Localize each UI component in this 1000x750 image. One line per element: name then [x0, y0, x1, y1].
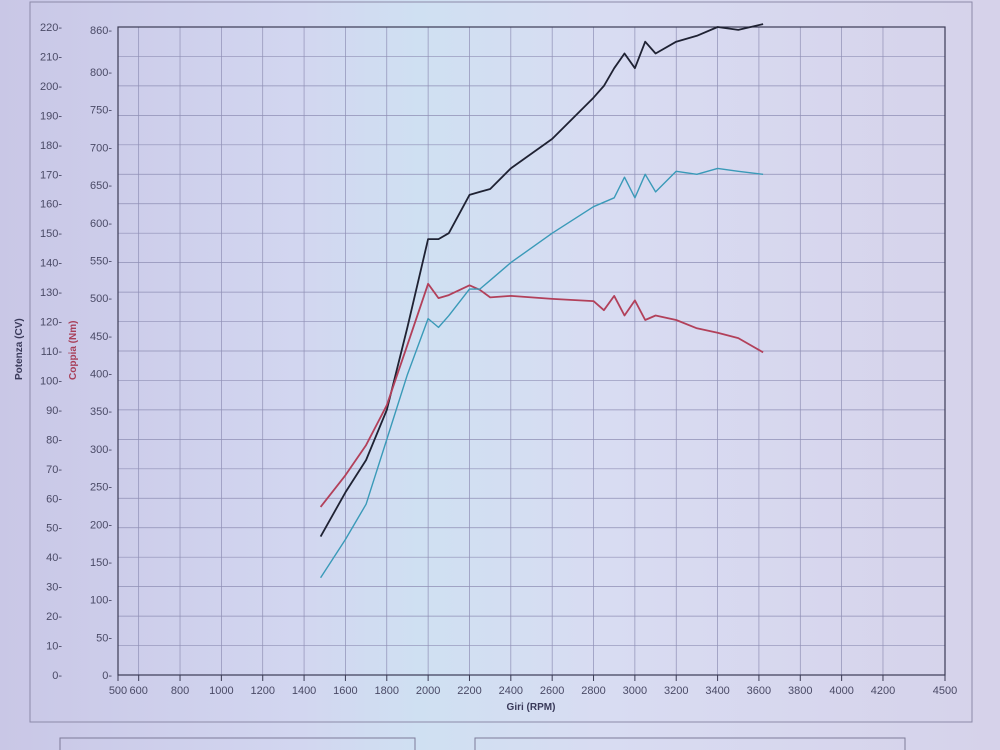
info-box-left [59, 737, 416, 750]
power-tick-label: 90- [46, 405, 62, 417]
torque-tick-label: 350- [90, 406, 112, 418]
power-tick-label: 220- [40, 22, 62, 34]
x-tick-label: 4000 [829, 685, 853, 697]
x-tick-label: 2000 [416, 685, 440, 697]
power-tick-label: 70- [46, 464, 62, 476]
torque-tick-label: 600- [90, 218, 112, 230]
x-tick-label: 1600 [333, 685, 357, 697]
power-tick-label: 170- [40, 169, 62, 181]
torque-tick-label: 750- [90, 105, 112, 117]
series-line-power [319, 23, 764, 538]
torque-tick-label: 860- [90, 25, 112, 37]
torque-tick-label: 550- [90, 255, 112, 267]
power-tick-label: 140- [40, 258, 62, 270]
x-tick-label: 3600 [747, 685, 771, 697]
x-tick-label: 4200 [871, 685, 895, 697]
torque-tick-label: 150- [90, 557, 112, 569]
x-tick-label: 1400 [292, 685, 316, 697]
x-tick-label: 4500 [933, 685, 957, 697]
plot-frame [117, 26, 946, 676]
power-tick-label: 30- [46, 582, 62, 594]
power-tick-label: 10- [46, 641, 62, 653]
torque-tick-label: 300- [90, 444, 112, 456]
x-tick-label: 1800 [375, 685, 399, 697]
x-tick-label: 3200 [664, 685, 688, 697]
series [319, 23, 764, 579]
power-tick-label: 200- [40, 81, 62, 93]
torque-tick-label: 50- [96, 632, 112, 644]
power-tick-label: 50- [46, 523, 62, 535]
torque-axis-label: Coppia (Nm) [68, 321, 79, 380]
power-tick-label: 110- [41, 346, 63, 358]
x-tick-label: 1000 [209, 685, 233, 697]
torque-tick-label: 0- [102, 670, 112, 682]
series-line-power_2 [320, 167, 764, 579]
series-line-torque [319, 282, 764, 508]
x-tick-label: 2400 [499, 685, 523, 697]
power-tick-label: 120- [40, 317, 62, 329]
power-tick-label: 150- [40, 228, 62, 240]
power-tick-label: 60- [46, 493, 62, 505]
power-tick-label: 80- [46, 434, 62, 446]
power-tick-label: 160- [40, 199, 62, 211]
grid [118, 27, 945, 675]
power-tick-label: 40- [46, 552, 62, 564]
page-border [29, 1, 973, 723]
torque-tick-label: 500- [90, 293, 112, 305]
torque-tick-label: 800- [90, 67, 112, 79]
power-tick-label: 180- [40, 140, 62, 152]
power-tick-label: 210- [40, 51, 62, 63]
torque-tick-label: 200- [90, 519, 112, 531]
x-tick-label: 600 [129, 685, 147, 697]
power-tick-label: 20- [46, 611, 62, 623]
power-tick-label: 100- [40, 375, 62, 387]
torque-tick-label: 650- [90, 180, 112, 192]
torque-tick-label: 400- [90, 369, 112, 381]
x-tick-label: 2200 [457, 685, 481, 697]
torque-tick-label: 450- [90, 331, 112, 343]
x-axis-label: Giri (RPM) [507, 702, 556, 713]
power-tick-label: 130- [40, 287, 62, 299]
x-tick-label: 800 [171, 685, 189, 697]
x-tick-label: 2600 [540, 685, 564, 697]
x-tick-label: 3400 [705, 685, 729, 697]
torque-tick-label: 700- [90, 142, 112, 154]
x-tick-label: 1200 [250, 685, 274, 697]
x-tick-label: 500 [109, 685, 127, 697]
power-tick-label: 0- [52, 670, 62, 682]
power-axis-label: Potenza (CV) [14, 318, 25, 380]
info-box-right [474, 737, 906, 750]
x-tick-label: 3000 [623, 685, 647, 697]
power-tick-label: 190- [40, 110, 62, 122]
torque-tick-label: 250- [90, 482, 112, 494]
torque-tick-label: 100- [90, 595, 112, 607]
x-tick-label: 2800 [581, 685, 605, 697]
x-tick-label: 3800 [788, 685, 812, 697]
ticks: 500 600 800 1000 1200 1400 1600 1800 2000 2200 240… [40, 22, 957, 697]
